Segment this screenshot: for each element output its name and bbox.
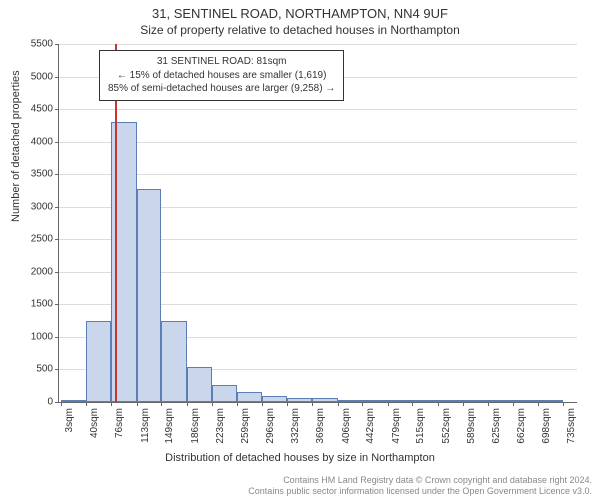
xtick-mark: [338, 402, 339, 406]
histogram-bar: [388, 400, 413, 402]
histogram-bar: [362, 400, 387, 402]
plot-area: 31 SENTINEL ROAD: 81sqm ← 15% of detache…: [58, 44, 577, 403]
x-axis-label: Distribution of detached houses by size …: [0, 452, 600, 464]
footer-line-1: Contains HM Land Registry data © Crown c…: [248, 475, 592, 486]
xtick-mark: [488, 402, 489, 406]
xtick-label: 149sqm: [164, 408, 175, 444]
histogram-bar: [488, 400, 513, 402]
xtick-label: 369sqm: [315, 408, 326, 444]
xtick-label: 552sqm: [441, 408, 452, 444]
chart-subtitle: Size of property relative to detached ho…: [0, 21, 600, 37]
ytick-label: 2000: [31, 266, 59, 277]
xtick-label: 223sqm: [215, 408, 226, 444]
xtick-label: 76sqm: [114, 408, 125, 438]
annotation-line-2: ← 15% of detached houses are smaller (1,…: [108, 69, 335, 83]
ytick-label: 1000: [31, 331, 59, 342]
xtick-label: 698sqm: [541, 408, 552, 444]
histogram-bar: [262, 396, 287, 402]
annotation-line-3: 85% of semi-detached houses are larger (…: [108, 82, 335, 96]
histogram-bar: [212, 385, 237, 402]
xtick-mark: [388, 402, 389, 406]
annotation-line-1: 31 SENTINEL ROAD: 81sqm: [108, 55, 335, 69]
ytick-label: 4000: [31, 136, 59, 147]
ytick-label: 3000: [31, 201, 59, 212]
xtick-label: 3sqm: [64, 408, 75, 432]
xtick-label: 589sqm: [466, 408, 477, 444]
annotation-box: 31 SENTINEL ROAD: 81sqm ← 15% of detache…: [99, 50, 344, 101]
ytick-label: 4500: [31, 104, 59, 115]
xtick-label: 406sqm: [341, 408, 352, 444]
histogram-bar: [137, 189, 162, 402]
xtick-mark: [513, 402, 514, 406]
ytick-label: 2500: [31, 234, 59, 245]
xtick-label: 296sqm: [265, 408, 276, 444]
xtick-label: 113sqm: [140, 408, 151, 443]
histogram-bar: [438, 400, 463, 402]
xtick-label: 332sqm: [290, 408, 301, 444]
histogram-bar: [513, 400, 538, 402]
xtick-label: 662sqm: [516, 408, 527, 444]
ytick-label: 0: [47, 397, 59, 408]
histogram-bar: [412, 400, 437, 402]
xtick-mark: [86, 402, 87, 406]
xtick-mark: [463, 402, 464, 406]
xtick-mark: [111, 402, 112, 406]
ytick-label: 1500: [31, 299, 59, 310]
histogram-bar: [538, 400, 563, 402]
histogram-bar: [338, 400, 363, 402]
xtick-mark: [287, 402, 288, 406]
gridline: [59, 109, 577, 110]
xtick-mark: [137, 402, 138, 406]
xtick-mark: [412, 402, 413, 406]
xtick-mark: [312, 402, 313, 406]
gridline: [59, 44, 577, 45]
footer-attribution: Contains HM Land Registry data © Crown c…: [248, 475, 592, 497]
xtick-label: 186sqm: [190, 408, 201, 444]
gridline: [59, 142, 577, 143]
histogram-bar: [187, 367, 212, 402]
xtick-label: 625sqm: [491, 408, 502, 444]
xtick-mark: [563, 402, 564, 406]
xtick-label: 735sqm: [566, 408, 577, 444]
xtick-mark: [262, 402, 263, 406]
xtick-mark: [61, 402, 62, 406]
y-axis-label: Number of detached properties: [10, 70, 22, 222]
histogram-bar: [312, 398, 337, 402]
chart-title: 31, SENTINEL ROAD, NORTHAMPTON, NN4 9UF: [0, 0, 600, 21]
xtick-label: 40sqm: [89, 408, 100, 438]
ytick-label: 500: [36, 364, 59, 375]
histogram-bar: [161, 321, 186, 402]
xtick-mark: [237, 402, 238, 406]
xtick-mark: [187, 402, 188, 406]
xtick-mark: [362, 402, 363, 406]
xtick-mark: [212, 402, 213, 406]
gridline: [59, 174, 577, 175]
xtick-mark: [161, 402, 162, 406]
footer-line-2: Contains public sector information licen…: [248, 486, 592, 497]
histogram-bar: [86, 321, 111, 402]
ytick-label: 3500: [31, 169, 59, 180]
xtick-label: 515sqm: [415, 408, 426, 444]
xtick-mark: [538, 402, 539, 406]
xtick-label: 479sqm: [391, 408, 402, 444]
xtick-mark: [438, 402, 439, 406]
histogram-bar: [237, 392, 262, 402]
xtick-label: 259sqm: [240, 408, 251, 444]
chart-container: 31, SENTINEL ROAD, NORTHAMPTON, NN4 9UF …: [0, 0, 600, 500]
ytick-label: 5000: [31, 71, 59, 82]
histogram-bar: [287, 398, 312, 402]
ytick-label: 5500: [31, 39, 59, 50]
histogram-bar: [61, 400, 86, 402]
xtick-label: 442sqm: [365, 408, 376, 444]
histogram-bar: [463, 400, 488, 402]
